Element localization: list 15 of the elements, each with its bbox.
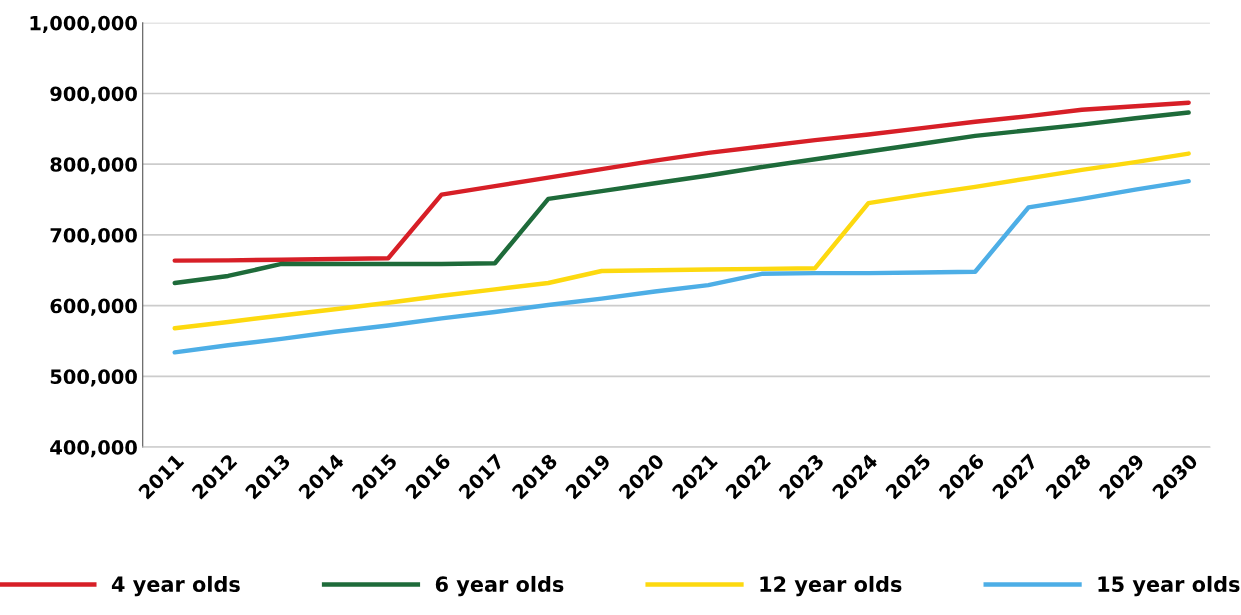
legend-label: 4 year olds <box>111 575 240 597</box>
line-series <box>172 100 1191 263</box>
legend-label: 15 year olds <box>1098 575 1240 597</box>
y-tick-label: 800,000 <box>50 157 137 175</box>
y-tick-label: 1,000,000 <box>30 15 137 33</box>
y-tick-label: 700,000 <box>50 227 137 246</box>
y-tick-label: 400,000 <box>50 440 137 458</box>
y-tick-label: 500,000 <box>50 369 137 387</box>
y-tick-label: 600,000 <box>50 298 137 316</box>
line-series <box>172 151 1191 331</box>
legend-label: 6 year olds <box>435 575 564 597</box>
line-series <box>172 178 1191 355</box>
y-tick-label: 900,000 <box>50 86 137 104</box>
line-series <box>172 110 1191 286</box>
legend-label: 12 year olds <box>760 575 902 597</box>
